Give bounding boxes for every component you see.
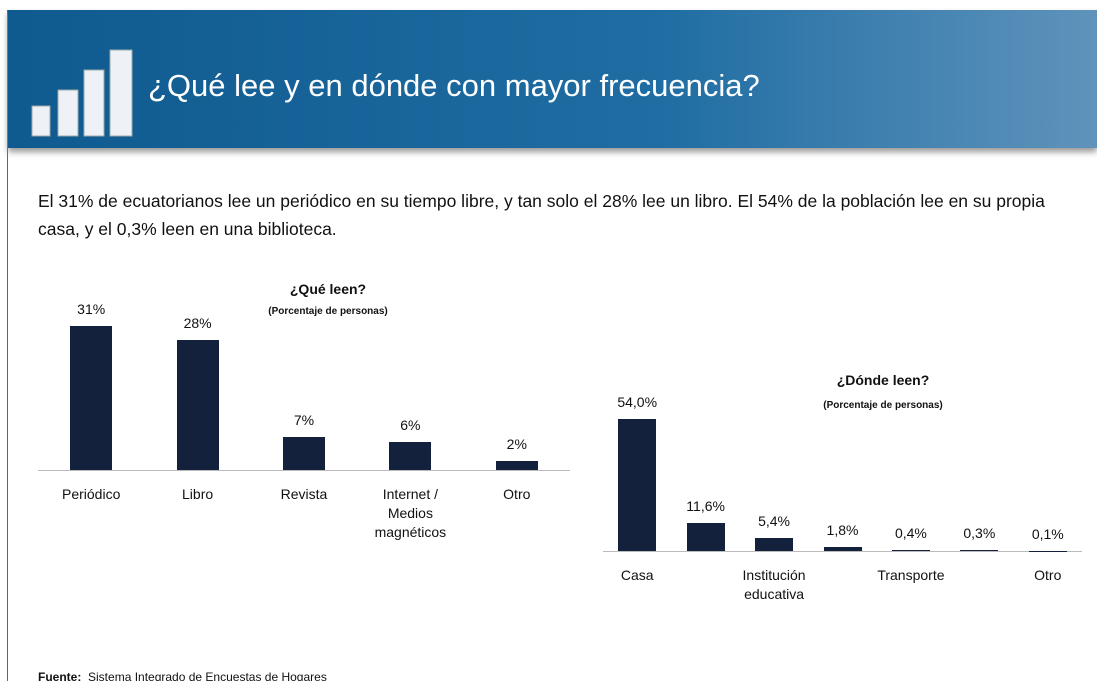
value-label: 11,6% — [686, 497, 725, 514]
x-tick-label: Transporte — [877, 567, 945, 583]
x-tick-label: Periódico — [62, 486, 121, 502]
bar — [176, 339, 219, 470]
chart-subtitle: (Porcentaje de personas) — [823, 400, 943, 411]
axis-line — [38, 470, 570, 471]
axis-line — [603, 551, 1082, 552]
value-label: 0,1% — [1031, 525, 1064, 542]
x-tick-label: Institución educativa — [742, 567, 806, 602]
value-label: 54,0% — [617, 394, 658, 410]
value-label: 28% — [183, 314, 212, 331]
value-label: 31% — [77, 301, 106, 317]
bar — [823, 546, 862, 551]
source-text: Sistema Integrado de Encuestas de Hogare… — [88, 670, 327, 681]
value-label: 6% — [400, 417, 421, 434]
bar — [755, 537, 794, 551]
bar — [686, 522, 725, 551]
header-band — [8, 10, 1097, 148]
bar — [495, 460, 538, 470]
bar — [389, 442, 432, 470]
bar — [960, 550, 999, 551]
value-label: 0,3% — [963, 525, 996, 542]
slide-title: ¿Qué lee y en dónde con mayor frecuencia… — [148, 68, 760, 103]
value-label: 0,4% — [894, 525, 927, 542]
bar — [283, 437, 325, 470]
x-tick-label: Otro — [503, 486, 531, 502]
x-tick-label: Revista — [280, 486, 328, 502]
bar — [618, 419, 657, 551]
bar — [70, 326, 113, 470]
chart-title: ¿Dónde leen? — [836, 372, 930, 388]
bar-icon — [31, 49, 133, 137]
source: Fuente: Sistema Integrado de Encuestas d… — [38, 670, 327, 681]
chart-title: ¿Qué leen? — [289, 281, 367, 297]
left-border — [7, 10, 8, 681]
x-tick-label: Otro — [1034, 567, 1062, 583]
bar — [891, 550, 930, 551]
value-label: 7% — [293, 412, 315, 429]
x-tick-label: Libro — [182, 486, 214, 502]
x-tick-label: Internet / Medios magnéticos — [374, 486, 447, 540]
x-tick-label: Casa — [620, 567, 654, 583]
value-label: 1,8% — [826, 521, 859, 538]
source-label: Fuente: — [38, 670, 82, 681]
chart-subtitle: (Porcentaje de personas) — [268, 306, 388, 317]
value-label: 2% — [506, 435, 527, 452]
summary: El 31% de ecuatorianos lee un periódico … — [38, 191, 1045, 239]
value-label: 5,4% — [758, 512, 791, 529]
